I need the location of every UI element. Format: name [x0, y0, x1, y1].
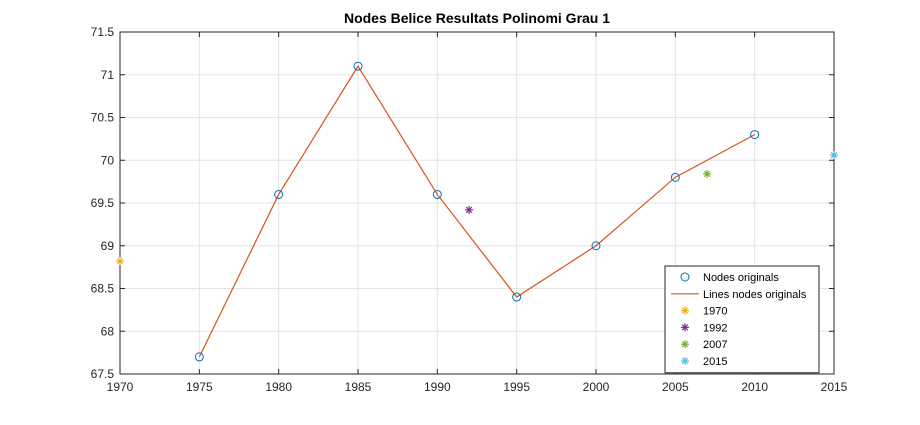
legend-swatch-star	[681, 323, 689, 332]
chart-title: Nodes Belice Resultats Polinomi Grau 1	[344, 10, 610, 26]
y-tick-label: 70	[101, 153, 115, 167]
star-stroke	[681, 307, 689, 314]
y-tick-label: 70.5	[91, 111, 115, 125]
y-tick-label: 69	[101, 239, 115, 253]
x-tick-label: 1975	[186, 380, 213, 394]
node-marker	[670, 172, 680, 182]
legend-label: 1992	[703, 322, 727, 334]
y-tick-label: 71.5	[91, 25, 115, 39]
node-marker	[591, 241, 601, 251]
x-tick-label: 2000	[583, 380, 610, 394]
legend-label: Lines nodes originals	[703, 289, 807, 301]
result-point	[830, 151, 838, 160]
legend-label: 2015	[703, 356, 727, 368]
x-axis: 1970 1975 1980 1985 1990 1995 2000 2005 2010 2015	[107, 32, 848, 394]
star-stroke	[681, 340, 689, 348]
legend-swatch-star	[681, 340, 689, 349]
x-tick-label: 2010	[741, 380, 768, 394]
series-line	[198, 65, 755, 358]
x-tick-label: 1980	[265, 380, 292, 394]
star-stroke	[703, 170, 711, 178]
legend-label: Nodes originals	[703, 272, 779, 284]
node-marker	[194, 352, 204, 362]
x-tick-label: 2005	[662, 380, 689, 394]
star-stroke	[681, 357, 689, 365]
x-tick-label: 1990	[424, 380, 451, 394]
star-stroke	[830, 151, 838, 159]
star-stroke	[465, 206, 473, 214]
x-tick-label: 1970	[107, 380, 134, 394]
node-marker	[274, 189, 284, 199]
y-tick-label: 67.5	[91, 367, 115, 381]
node-marker	[750, 130, 760, 140]
y-tick-label: 71	[101, 68, 115, 82]
x-tick-label: 1995	[503, 380, 530, 394]
legend-box	[664, 265, 820, 374]
node-marker	[432, 189, 442, 199]
legend: Nodes originals Lines nodes originals 1970…	[664, 265, 820, 374]
node-marker	[353, 61, 363, 71]
x-tick-label: 1985	[345, 380, 372, 394]
y-tick-label: 68	[101, 324, 115, 338]
y-tick-label: 69.5	[91, 196, 115, 210]
y-axis: 67.5 68 68.5 69 69.5 70 70.5 71 71.5	[91, 25, 834, 381]
x-tick-label: 2015	[821, 380, 848, 394]
legend-label: 1970	[703, 306, 727, 318]
result-point	[465, 205, 474, 214]
star-stroke	[681, 324, 689, 331]
result-point	[116, 257, 124, 266]
legend-swatch-circle	[680, 272, 690, 282]
star-stroke	[116, 257, 124, 265]
node-marker	[512, 292, 522, 302]
y-tick-label: 68.5	[91, 282, 115, 296]
legend-swatch-star	[681, 306, 689, 315]
legend-swatch-star	[681, 357, 689, 365]
legend-label: 2007	[703, 339, 727, 351]
plot-area	[116, 61, 838, 362]
result-point	[703, 169, 712, 178]
